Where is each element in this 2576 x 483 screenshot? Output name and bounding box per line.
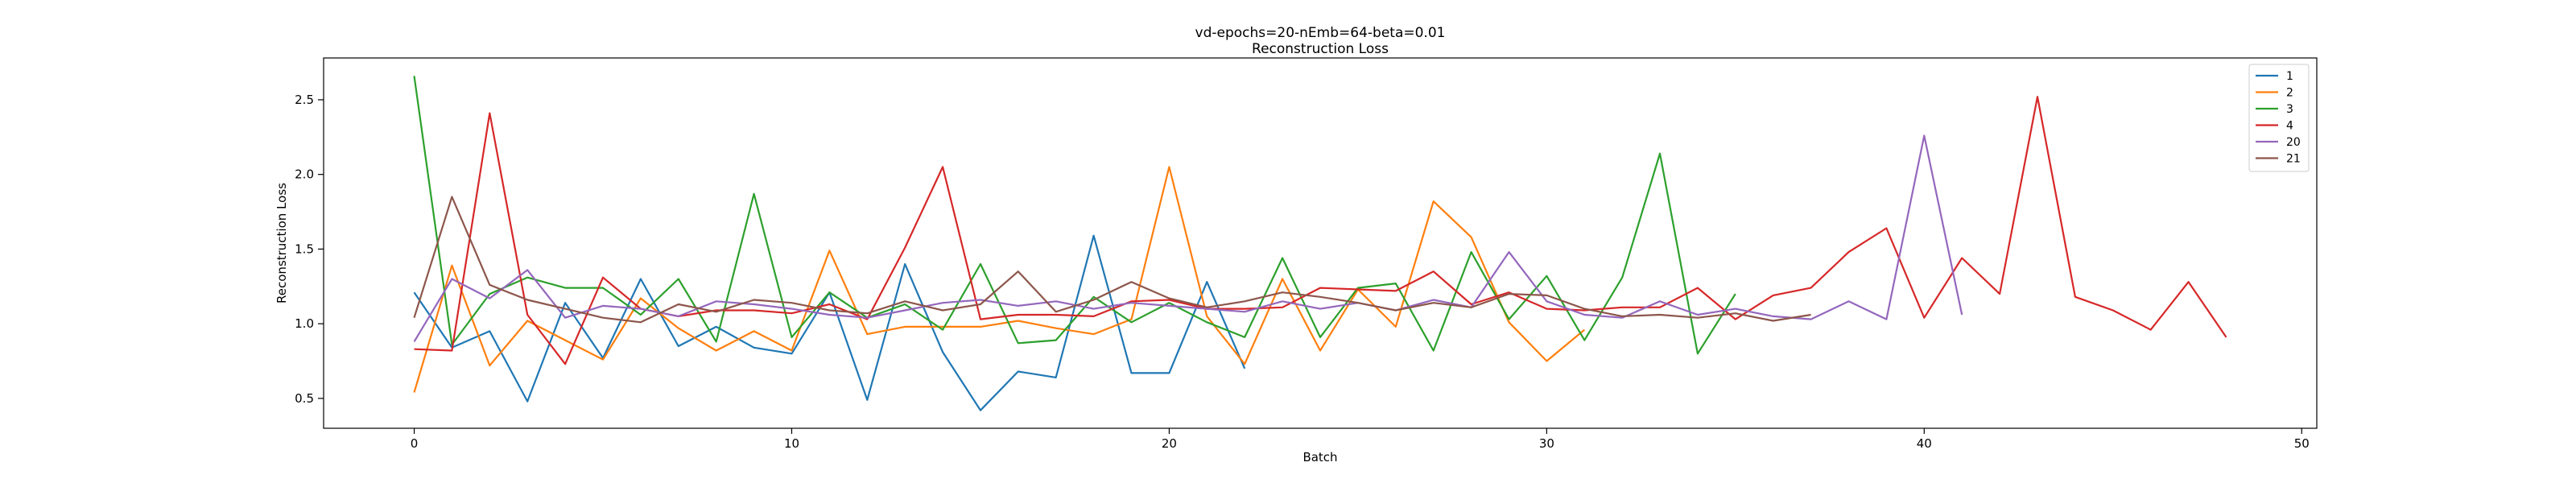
y-tick-label: 0.5 [295, 391, 314, 406]
plot-area: 0 10 20 30 40 50 0.5 1.0 1.5 2.0 2.5 [295, 57, 2318, 451]
y-tick-label: 2.5 [295, 93, 314, 107]
y-axis-label: Reconstruction Loss [275, 183, 289, 303]
series-line-2 [413, 166, 1586, 393]
series-line-20 [413, 134, 1963, 342]
x-tick-label: 20 [1162, 436, 1177, 451]
legend-label-1: 1 [2286, 70, 2293, 83]
x-axis-label: Batch [1302, 450, 1337, 464]
plot-frame [323, 57, 2318, 429]
y-tick-label: 1.5 [295, 242, 314, 256]
y-tick-label: 2.0 [295, 167, 314, 182]
legend-label-21: 21 [2286, 153, 2301, 166]
chart-subtitle: Reconstruction Loss [1252, 41, 1389, 57]
x-tick-label: 30 [1539, 436, 1554, 451]
x-tick-label: 50 [2294, 436, 2310, 451]
series-line-21 [413, 196, 1811, 324]
x-tick-label: 40 [1917, 436, 1932, 451]
legend-label-4: 4 [2286, 120, 2293, 133]
x-tick-label: 10 [784, 436, 799, 451]
x-tick-label: 0 [411, 436, 419, 451]
y-tick-label: 1.0 [295, 316, 314, 331]
legend-box [2248, 64, 2310, 172]
series-line-3 [413, 76, 1736, 355]
legend-label-2: 2 [2286, 87, 2293, 100]
legend-label-3: 3 [2286, 103, 2293, 116]
series-line-4 [414, 96, 2227, 365]
legend: 1 2 3 4 20 21 [2248, 64, 2310, 172]
legend-label-20: 20 [2286, 136, 2301, 149]
chart-title: vd-epochs=20-nEmb=64-beta=0.01 [1195, 25, 1446, 41]
